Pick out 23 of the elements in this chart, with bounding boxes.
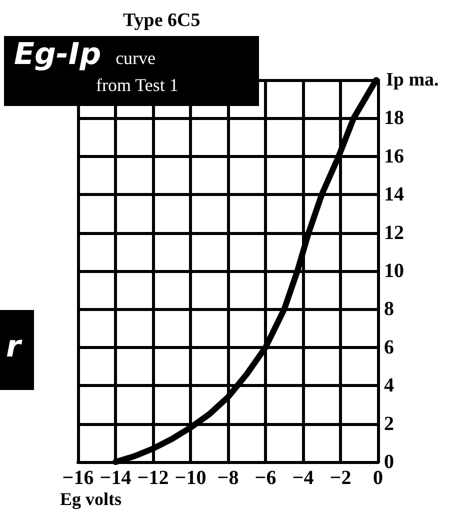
x-tick-label: −10 [174, 467, 206, 489]
y-tick-label: 16 [384, 145, 404, 168]
x-axis-title: Eg volts [60, 489, 122, 509]
annotation: Eg-Ip curve from Test 1 [4, 36, 259, 106]
chart-title: Type 6C5 [123, 10, 200, 31]
y-tick-label: 6 [384, 336, 394, 358]
y-tick-label: 8 [384, 298, 394, 320]
y-tick-label: 12 [384, 222, 404, 244]
x-tick-label: −2 [330, 467, 352, 489]
y-tick-label: 0 [384, 451, 394, 473]
x-tick-label: −16 [62, 467, 94, 489]
y-tick-label: 18 [384, 107, 404, 130]
y-tick-label: 14 [384, 184, 404, 206]
x-tick-label: −12 [137, 467, 169, 489]
y-tick-label: 2 [384, 412, 394, 435]
x-tick-label: −14 [100, 467, 132, 489]
y-axis-title: Ip ma. [386, 70, 439, 90]
y-tick-label: 4 [384, 374, 394, 397]
text: r [6, 330, 23, 364]
x-tick-label: −8 [217, 467, 239, 489]
x-tick-label: −4 [292, 467, 314, 489]
x-tick-label: −6 [254, 467, 276, 489]
y-tick-label: 10 [384, 260, 404, 282]
